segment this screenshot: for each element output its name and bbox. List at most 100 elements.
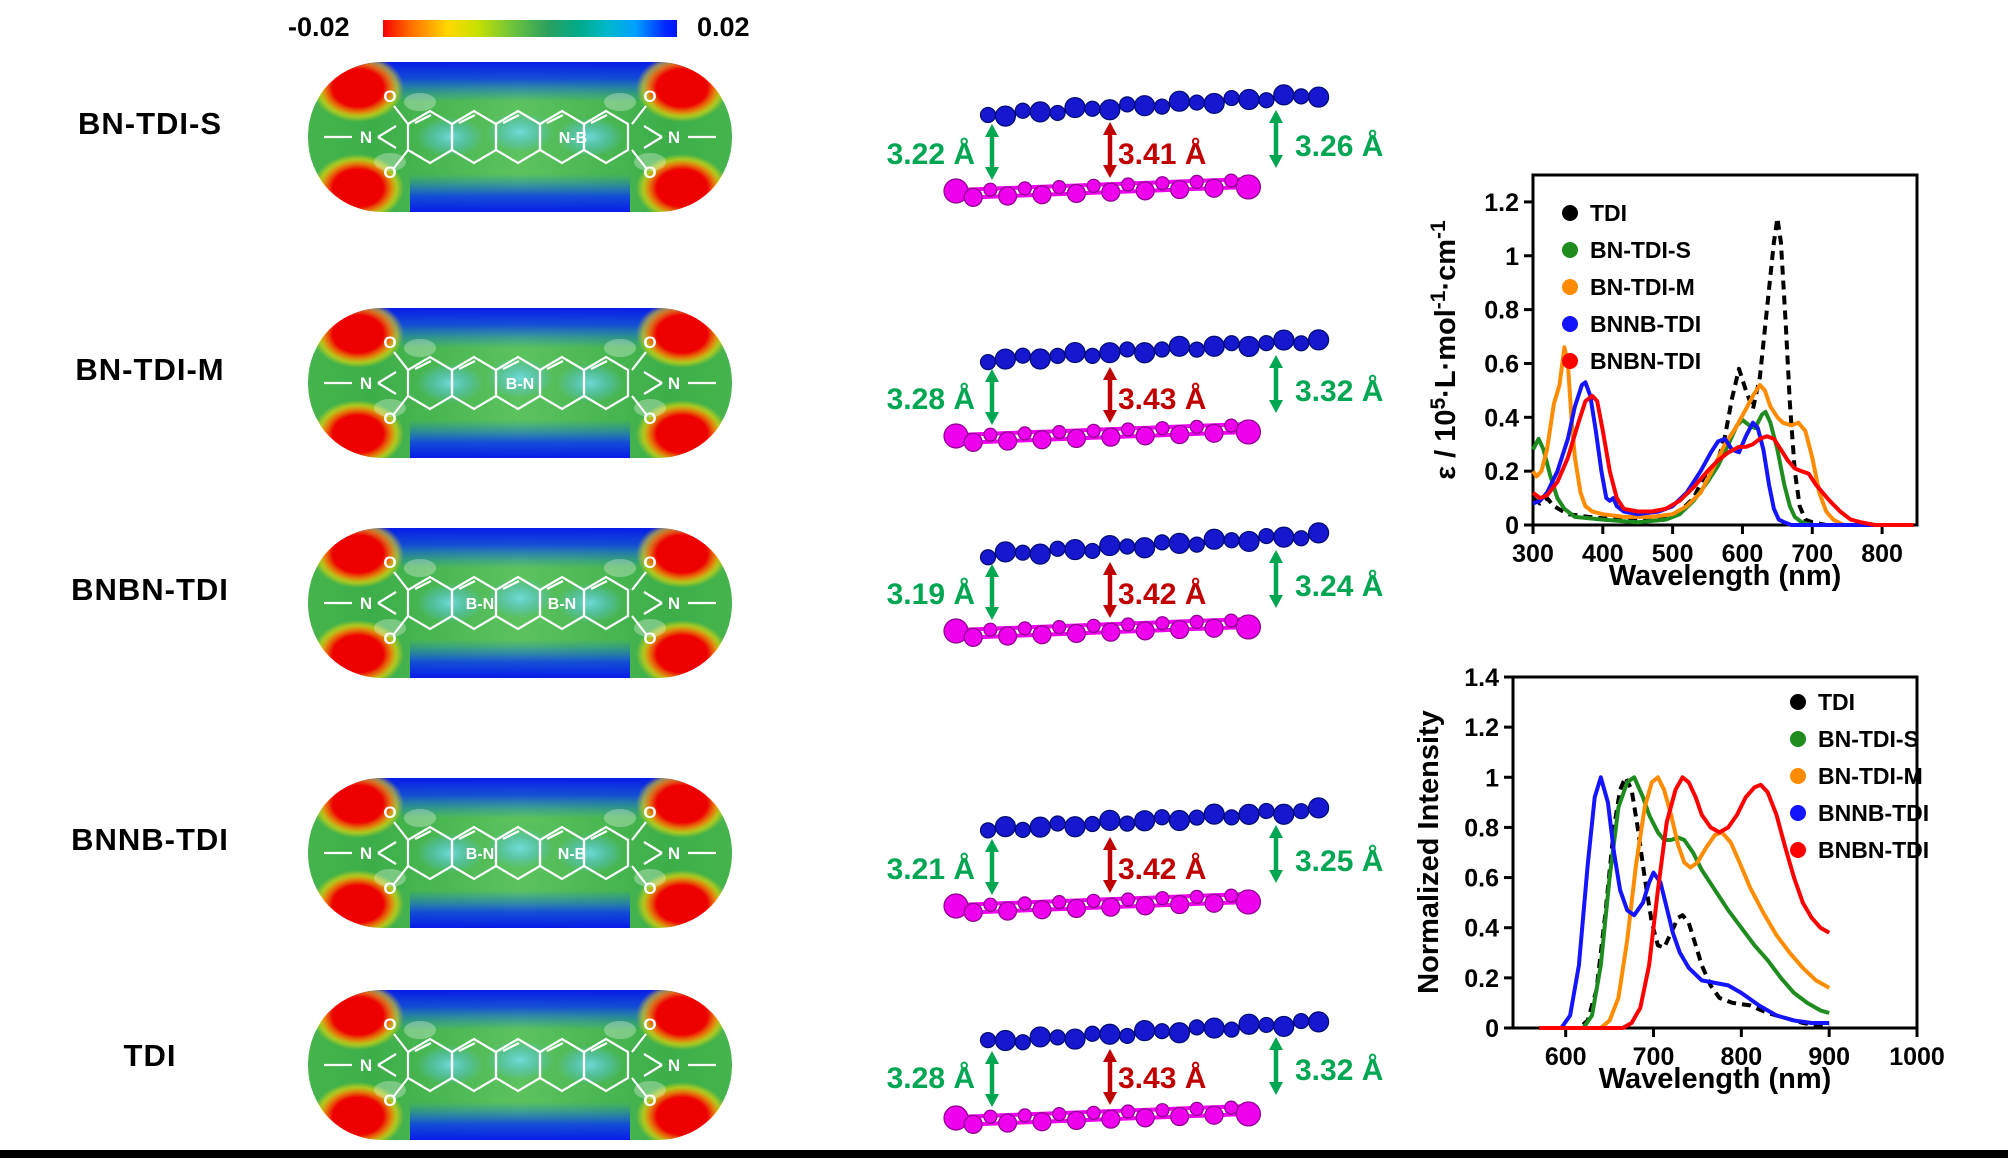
svg-text:BN-TDI-M: BN-TDI-M (1818, 763, 1923, 789)
svg-text:700: 700 (1791, 540, 1833, 568)
svg-text:400: 400 (1582, 540, 1624, 568)
svg-text:O: O (643, 1015, 656, 1034)
svg-text:BNBN-TDI: BNBN-TDI (1818, 837, 1929, 863)
y-axis-label: Normalized Intensity (1413, 710, 1445, 994)
svg-text:1.4: 1.4 (1464, 664, 1499, 692)
svg-text:0.4: 0.4 (1484, 404, 1519, 432)
bottom-molecule (943, 613, 1261, 647)
svg-text:O: O (643, 553, 656, 572)
distance-left: 3.28 Å (886, 1062, 975, 1095)
svg-text:O: O (383, 333, 396, 352)
svg-text:O: O (643, 1091, 656, 1110)
svg-text:0: 0 (1505, 512, 1519, 540)
svg-text:N-B: N-B (559, 130, 587, 147)
x-axis-label: Wavelength (nm) (1599, 1063, 1832, 1095)
esp-colorbar (383, 20, 677, 37)
row-label-bnbn-tdi: BNBN-TDI (71, 572, 229, 607)
dimer-bnbn-tdi (943, 522, 1330, 647)
svg-text:B-N: B-N (466, 846, 494, 863)
colorbar-min-label: -0.02 (288, 12, 350, 42)
svg-text:1.2: 1.2 (1464, 714, 1499, 742)
svg-text:N: N (360, 594, 372, 613)
distance-arrow (985, 839, 999, 895)
series-TDI (1531, 216, 1883, 527)
svg-text:300: 300 (1512, 540, 1554, 568)
series-BNBN-TDI (1539, 775, 1831, 1030)
svg-text:1: 1 (1485, 764, 1499, 792)
series-BN-TDI-M (1539, 775, 1831, 1030)
y-axis-label: ε / 105·L·mol-1·cm-1 (1427, 220, 1462, 480)
molecular-skeleton (324, 571, 716, 635)
series-BN-TDI-M (1531, 345, 1883, 527)
svg-text:O: O (383, 163, 396, 182)
svg-text:N: N (668, 374, 680, 393)
svg-text:B-N: B-N (548, 596, 576, 613)
distance-arrow (1269, 355, 1283, 413)
svg-text:N: N (668, 128, 680, 147)
svg-text:O: O (383, 87, 396, 106)
distance-arrow (1269, 825, 1283, 883)
molecular-skeleton (324, 821, 716, 885)
distance-arrow (1103, 837, 1117, 893)
distance-center: 3.43 Å (1118, 383, 1207, 416)
legend: TDI BN-TDI-S BN-TDI-M BNNB-TDI BNBN-TDI (1790, 689, 1929, 863)
svg-text:0.6: 0.6 (1484, 350, 1519, 378)
axis-ticks (1524, 200, 1884, 534)
axis-ticks (1504, 675, 1919, 1037)
svg-text:0.8: 0.8 (1484, 297, 1519, 325)
dimer-bn-tdi-m (943, 329, 1330, 452)
svg-text:O: O (383, 553, 396, 572)
dimer-tdi (943, 1011, 1330, 1134)
dimer-bnnb-tdi (943, 797, 1330, 922)
svg-text:BNBN-TDI: BNBN-TDI (1590, 348, 1701, 374)
distance-left: 3.21 Å (886, 853, 975, 886)
esp-surface (308, 62, 732, 212)
svg-text:O: O (643, 333, 656, 352)
svg-text:0: 0 (1485, 1015, 1499, 1043)
svg-text:1000: 1000 (1889, 1043, 1945, 1071)
distance-right: 3.24 Å (1295, 570, 1384, 603)
absorption-chart: 300 400 500 600 700 800 0 0.2 0.4 0.6 0.8 1 1.2 Wavel… (1427, 173, 1919, 592)
svg-text:0.6: 0.6 (1464, 865, 1499, 893)
svg-text:600: 600 (1545, 1043, 1587, 1071)
tick-labels: 300 400 500 600 700 800 0 0.2 0.4 0.6 0.8 1 1.2 (1484, 189, 1903, 568)
distance-left: 3.19 Å (886, 578, 975, 611)
svg-text:N: N (668, 1056, 680, 1075)
row-label-tdi: TDI (123, 1038, 177, 1073)
distance-arrow (1103, 122, 1117, 178)
top-molecule (979, 84, 1330, 127)
svg-text:BNNB-TDI: BNNB-TDI (1590, 311, 1701, 337)
svg-text:O: O (383, 1091, 396, 1110)
top-molecule (979, 522, 1330, 566)
distance-center: 3.41 Å (1118, 138, 1207, 171)
molecular-skeleton (324, 1033, 716, 1097)
svg-text:N: N (360, 374, 372, 393)
distance-center: 3.42 Å (1118, 578, 1207, 611)
svg-text:800: 800 (1861, 540, 1903, 568)
distance-arrow (1269, 550, 1283, 608)
svg-text:TDI: TDI (1818, 689, 1855, 715)
distance-arrow (985, 1051, 999, 1107)
distance-center: 3.42 Å (1118, 853, 1207, 886)
distance-right: 3.26 Å (1295, 130, 1384, 163)
row-label-bnnb-tdi: BNNB-TDI (71, 822, 229, 857)
distance-arrow (985, 564, 999, 620)
svg-text:O: O (643, 879, 656, 898)
row-label-bn-tdi-m: BN-TDI-M (75, 352, 225, 387)
svg-text:N: N (360, 1056, 372, 1075)
svg-text:O: O (383, 803, 396, 822)
esp-surface (308, 528, 732, 678)
bottom-molecule (943, 173, 1261, 207)
tick-labels: 600 700 800 900 1000 0 0.2 0.4 0.6 0.8 1 1.2 1.4 (1464, 664, 1945, 1071)
top-molecule (979, 1011, 1330, 1052)
colorbar-max-label: 0.02 (697, 12, 750, 42)
svg-text:O: O (643, 87, 656, 106)
svg-text:500: 500 (1652, 540, 1694, 568)
dimer-bn-tdi-s (943, 84, 1330, 207)
